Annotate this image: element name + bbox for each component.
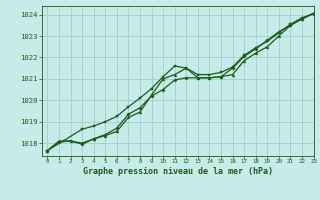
X-axis label: Graphe pression niveau de la mer (hPa): Graphe pression niveau de la mer (hPa) [83,167,273,176]
